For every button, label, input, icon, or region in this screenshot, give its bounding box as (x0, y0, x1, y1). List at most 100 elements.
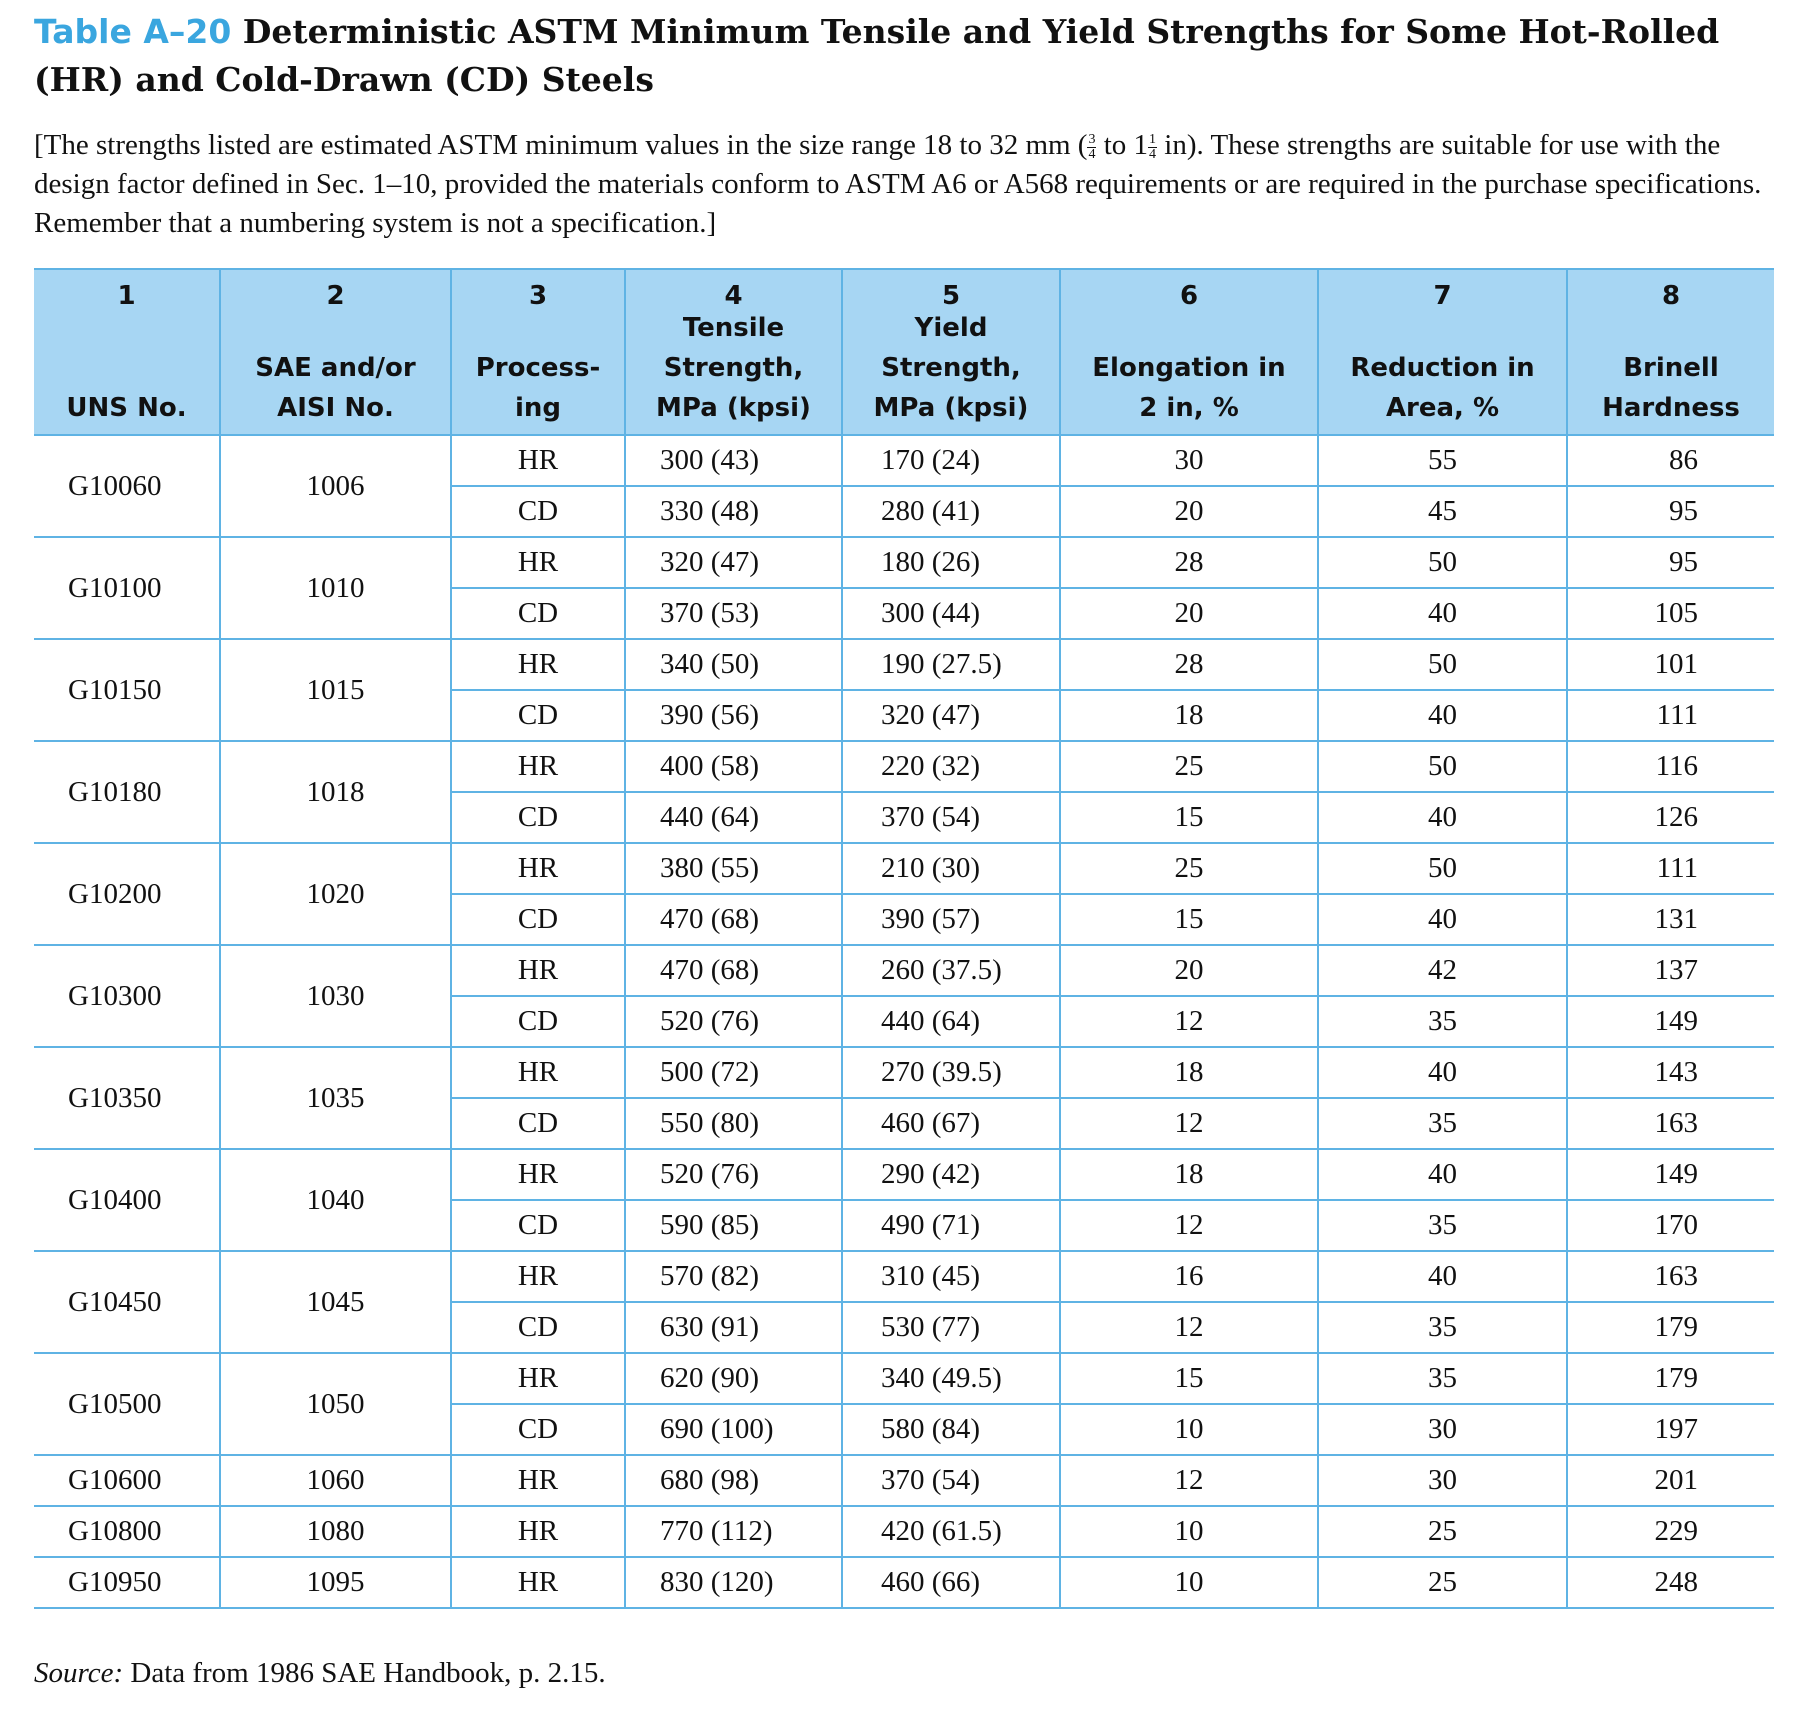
cell-uns-no: G10060 (34, 435, 221, 538)
table-row: G10150 1015 HR 340 (50) 190 (27.5) 28 50 101 (34, 639, 1774, 742)
cell-tensile-strength: 370 (53) (624, 588, 843, 640)
cell-brinell-hardness: 105 (1566, 588, 1774, 640)
cell-elongation: 25 (1059, 741, 1319, 793)
header-tensile-strength: 4 Tensile Strength, MPa (kpsi) (624, 268, 843, 436)
table-row: G10500 1050 HR 620 (90) 340 (49.5) 15 35 179 (34, 1353, 1774, 1456)
cell-yield-strength: 270 (39.5) (841, 1047, 1061, 1099)
cell-yield-strength: 580 (84) (841, 1404, 1061, 1456)
cell-elongation: 25 (1059, 843, 1319, 895)
cell-elongation: 12 (1059, 996, 1319, 1048)
cell-sae-aisi-no: 1006 (219, 435, 452, 538)
cell-tensile-strength: 320 (47) (624, 537, 843, 589)
cell-brinell-hardness: 95 (1566, 486, 1774, 538)
cell-elongation: 20 (1059, 486, 1319, 538)
cell-brinell-hardness: 126 (1566, 792, 1774, 844)
cell-yield-strength: 460 (66) (841, 1557, 1061, 1609)
table-row: G10180 1018 HR 400 (58) 220 (32) 25 50 116 (34, 741, 1774, 844)
cell-elongation: 20 (1059, 945, 1319, 997)
cell-processing: HR (450, 537, 626, 589)
cell-sae-aisi-no: 1095 (219, 1557, 452, 1609)
cell-processing: HR (450, 741, 626, 793)
cell-processing: CD (451, 486, 626, 538)
column-number: 3 (528, 281, 548, 311)
header-line: Area, % (1385, 393, 1500, 423)
column-number: 8 (1661, 281, 1681, 311)
header-line: 2 in, % (1139, 393, 1239, 423)
cell-yield-strength: 220 (32) (841, 741, 1061, 793)
table-body: G10060 1006 HR 300 (43) 170 (24) 30 55 86 CD 330 … (34, 435, 1774, 1609)
cell-reduction-in-area: 35 (1317, 996, 1568, 1048)
cell-tensile-strength: 770 (112) (624, 1506, 843, 1558)
cell-tensile-strength: 390 (56) (624, 690, 843, 742)
cell-yield-strength: 390 (57) (841, 894, 1061, 946)
column-number: 1 (117, 281, 136, 311)
description-part-2: in). These strengths are suitable for us… (34, 129, 1762, 239)
table-row: G10300 1030 HR 470 (68) 260 (37.5) 20 42 137 (34, 945, 1774, 1048)
cell-elongation: 10 (1059, 1404, 1319, 1456)
cell-yield-strength: 210 (30) (841, 843, 1061, 895)
cell-reduction-in-area: 40 (1317, 1047, 1568, 1099)
cell-processing: CD (451, 1098, 626, 1150)
table-row: G10400 1040 HR 520 (76) 290 (42) 18 40 149 (34, 1149, 1774, 1252)
cell-brinell-hardness: 86 (1566, 435, 1774, 487)
cell-reduction-in-area: 50 (1317, 741, 1568, 793)
cell-reduction-in-area: 55 (1317, 435, 1568, 487)
cell-uns-no: G10100 (34, 537, 221, 640)
cell-elongation: 12 (1059, 1200, 1319, 1252)
cell-brinell-hardness: 163 (1566, 1251, 1774, 1303)
cell-uns-no: G10450 (34, 1251, 221, 1354)
table-row: G10200 1020 HR 380 (55) 210 (30) 25 50 111 (34, 843, 1774, 946)
cell-processing: HR (450, 1149, 626, 1201)
column-number: 2 (326, 281, 345, 311)
cell-sae-aisi-no: 1050 (219, 1353, 452, 1456)
cell-elongation: 18 (1059, 1149, 1319, 1201)
cell-processing: HR (450, 1557, 626, 1609)
cell-sae-aisi-no: 1015 (219, 639, 452, 742)
header-line: SAE and/or (255, 353, 416, 383)
cell-uns-no: G10800 (34, 1506, 221, 1558)
table-row: CD 440 (64) 370 (54) 15 40 126 (34, 792, 1774, 844)
table-row: G10600 1060 HR 680 (98) 370 (54) 12 30 201 (34, 1455, 1774, 1507)
cell-yield-strength: 440 (64) (841, 996, 1061, 1048)
header-yield-strength: 5 Yield Strength, MPa (kpsi) (841, 268, 1061, 436)
cell-reduction-in-area: 50 (1317, 537, 1568, 589)
cell-uns-no: G10150 (34, 639, 221, 742)
cell-uns-no: G10180 (34, 741, 221, 844)
column-number: 7 (1433, 281, 1452, 311)
cell-sae-aisi-no: 1080 (219, 1506, 452, 1558)
cell-yield-strength: 280 (41) (841, 486, 1061, 538)
cell-tensile-strength: 330 (48) (624, 486, 843, 538)
cell-tensile-strength: 300 (43) (624, 435, 843, 487)
cell-processing: CD (451, 1302, 626, 1354)
cell-brinell-hardness: 179 (1566, 1353, 1774, 1405)
cell-tensile-strength: 400 (58) (624, 741, 843, 793)
cell-tensile-strength: 440 (64) (624, 792, 843, 844)
header-sae-aisi-no: 2 SAE and/or AISI No. (219, 268, 452, 436)
cell-tensile-strength: 590 (85) (624, 1200, 843, 1252)
table-row: CD 370 (53) 300 (44) 20 40 105 (34, 588, 1774, 640)
header-line: Strength, (663, 353, 804, 383)
cell-yield-strength: 170 (24) (841, 435, 1061, 487)
cell-elongation: 16 (1059, 1251, 1319, 1303)
cell-reduction-in-area: 40 (1317, 588, 1568, 640)
cell-uns-no: G10600 (34, 1455, 221, 1507)
header-line: Hardness (1602, 393, 1740, 423)
cell-yield-strength: 340 (49.5) (841, 1353, 1061, 1405)
header-line: Brinell (1623, 353, 1719, 383)
cell-processing: CD (451, 690, 626, 742)
cell-brinell-hardness: 149 (1566, 996, 1774, 1048)
cell-yield-strength: 190 (27.5) (841, 639, 1061, 691)
cell-tensile-strength: 680 (98) (624, 1455, 843, 1507)
source-label: Source: (34, 1657, 124, 1689)
cell-processing: HR (450, 1353, 626, 1405)
header-line: MPa (kpsi) (873, 393, 1029, 423)
cell-yield-strength: 310 (45) (841, 1251, 1061, 1303)
cell-reduction-in-area: 35 (1317, 1200, 1568, 1252)
header-line: Yield (914, 313, 988, 343)
table-row: G10350 1035 HR 500 (72) 270 (39.5) 18 40 143 (34, 1047, 1774, 1150)
cell-uns-no: G10500 (34, 1353, 221, 1456)
column-number: 4 (724, 281, 743, 311)
cell-reduction-in-area: 40 (1317, 1149, 1568, 1201)
